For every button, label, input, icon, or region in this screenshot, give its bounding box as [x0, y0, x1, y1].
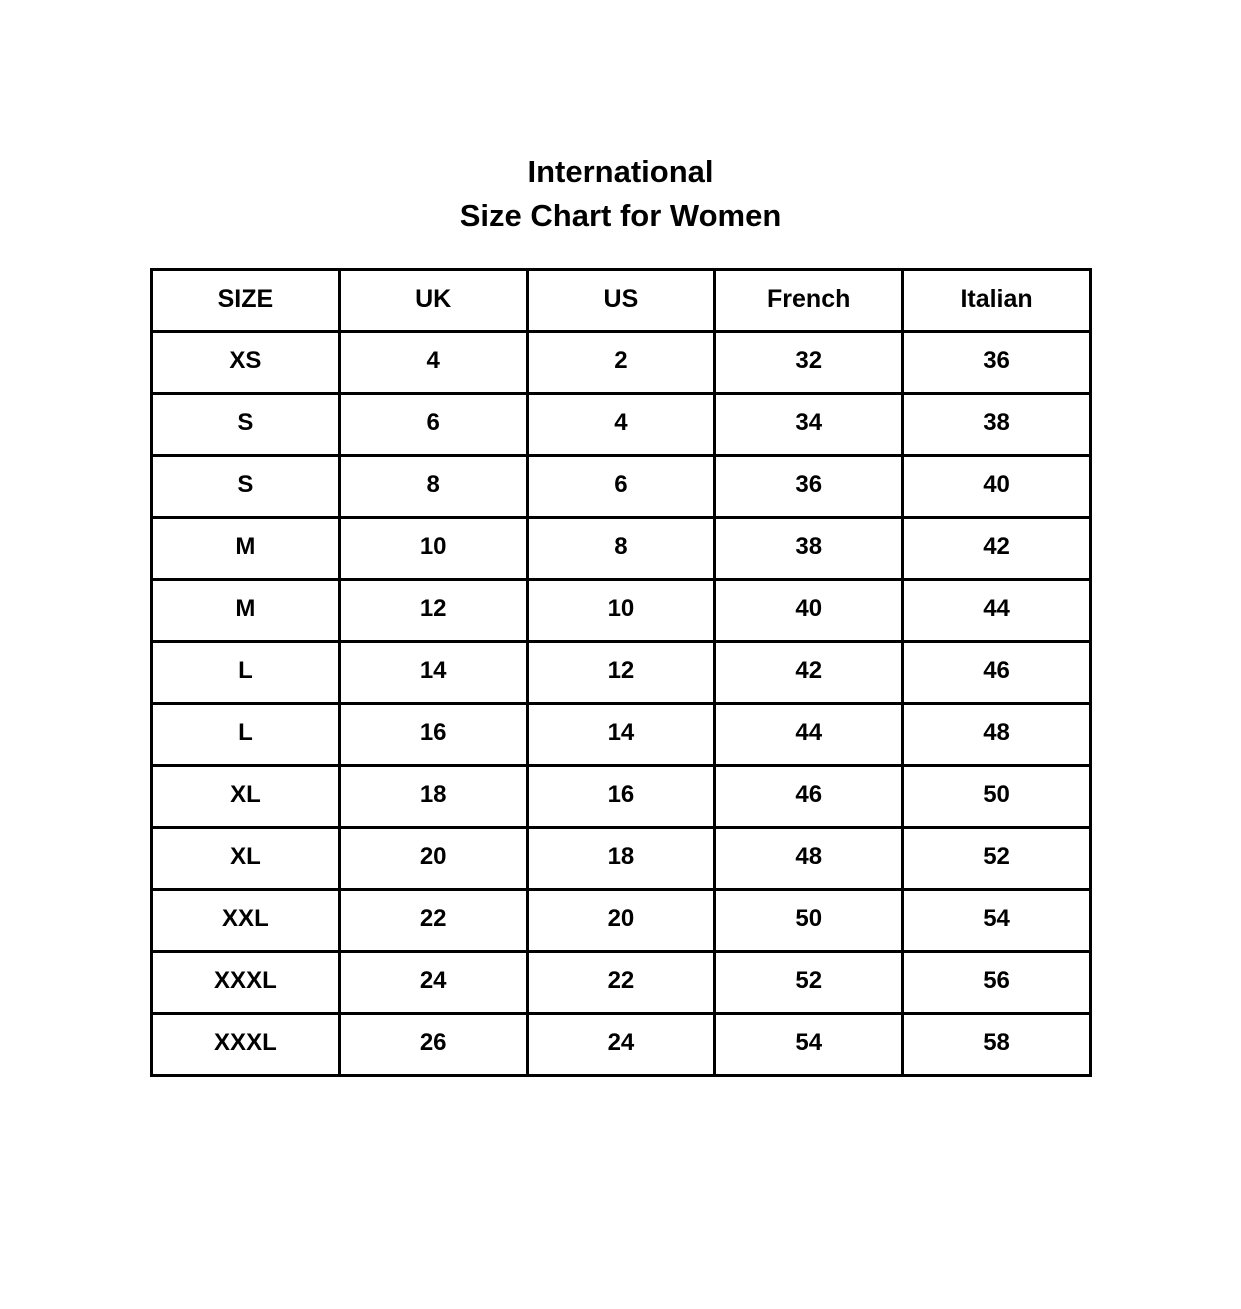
table-row: XL 18 16 46 50	[150, 764, 1092, 829]
table-cell: 24	[337, 950, 529, 1015]
table-cell: 14	[337, 640, 529, 705]
table-cell: 54	[901, 888, 1092, 953]
table-cell: 22	[337, 888, 529, 953]
table-row: L 14 12 42 46	[150, 640, 1092, 705]
column-header: French	[713, 268, 905, 333]
table-cell: XS	[150, 330, 341, 395]
table-cell: 38	[713, 516, 905, 581]
table-cell: 12	[337, 578, 529, 643]
table-cell: 56	[901, 950, 1092, 1015]
column-header: SIZE	[150, 268, 341, 333]
table-cell: L	[150, 702, 341, 767]
table-cell: 54	[713, 1012, 905, 1077]
table-cell: XXXL	[150, 1012, 341, 1077]
table-cell: 58	[901, 1012, 1092, 1077]
size-chart-table: SIZE UK US French Italian XS 4 2 32 36 S 6 4 34 38 S 8 6…	[150, 268, 1092, 1077]
table-cell: 50	[713, 888, 905, 953]
table-row: XXXL 26 24 54 58	[150, 1012, 1092, 1077]
table-row: XXL 22 20 50 54	[150, 888, 1092, 953]
table-cell: 42	[901, 516, 1092, 581]
table-row: XL 20 18 48 52	[150, 826, 1092, 891]
table-cell: XL	[150, 764, 341, 829]
table-cell: 32	[713, 330, 905, 395]
table-cell: XXXL	[150, 950, 341, 1015]
table-cell: 18	[337, 764, 529, 829]
table-cell: 38	[901, 392, 1092, 457]
table-row: XXXL 24 22 52 56	[150, 950, 1092, 1015]
title-line-2: Size Chart for Women	[459, 198, 782, 233]
table-cell: 6	[337, 392, 529, 457]
table-cell: 4	[337, 330, 529, 395]
table-cell: 48	[901, 702, 1092, 767]
table-cell: 20	[337, 826, 529, 891]
table-row: M 10 8 38 42	[150, 516, 1092, 581]
table-cell: 10	[525, 578, 717, 643]
table-cell: 40	[901, 454, 1092, 519]
table-cell: 10	[337, 516, 529, 581]
table-cell: 8	[337, 454, 529, 519]
table-cell: 14	[525, 702, 717, 767]
table-cell: 52	[713, 950, 905, 1015]
table-row: L 16 14 44 48	[150, 702, 1092, 767]
table-cell: 16	[525, 764, 717, 829]
table-cell: 16	[337, 702, 529, 767]
table-row: S 6 4 34 38	[150, 392, 1092, 457]
table-cell: 8	[525, 516, 717, 581]
table-cell: 4	[525, 392, 717, 457]
table-row: S 8 6 36 40	[150, 454, 1092, 519]
table-cell: 46	[901, 640, 1092, 705]
table-cell: 18	[525, 826, 717, 891]
table-cell: S	[150, 454, 341, 519]
table-cell: 20	[525, 888, 717, 953]
table-cell: 12	[525, 640, 717, 705]
title-line-1: International	[527, 154, 714, 189]
table-cell: 52	[901, 826, 1092, 891]
column-header: UK	[337, 268, 529, 333]
table-cell: 42	[713, 640, 905, 705]
table-row: M 12 10 40 44	[150, 578, 1092, 643]
column-header: Italian	[901, 268, 1092, 333]
header-row: SIZE UK US French Italian	[150, 268, 1092, 333]
table-cell: M	[150, 516, 341, 581]
table-row: XS 4 2 32 36	[150, 330, 1092, 395]
column-header: US	[525, 268, 717, 333]
table-cell: 34	[713, 392, 905, 457]
table-cell: 6	[525, 454, 717, 519]
table-cell: 50	[901, 764, 1092, 829]
table-cell: 22	[525, 950, 717, 1015]
table-cell: 44	[901, 578, 1092, 643]
table-cell: 26	[337, 1012, 529, 1077]
table-cell: 2	[525, 330, 717, 395]
table-cell: M	[150, 578, 341, 643]
table-cell: 24	[525, 1012, 717, 1077]
table-cell: 36	[901, 330, 1092, 395]
table-cell: 40	[713, 578, 905, 643]
table-cell: 46	[713, 764, 905, 829]
table-cell: 44	[713, 702, 905, 767]
table-cell: XL	[150, 826, 341, 891]
table-cell: XXL	[150, 888, 341, 953]
table-cell: L	[150, 640, 341, 705]
table-cell: 36	[713, 454, 905, 519]
table-cell: S	[150, 392, 341, 457]
page-title: International Size Chart for Women	[0, 150, 1241, 238]
table-cell: 48	[713, 826, 905, 891]
